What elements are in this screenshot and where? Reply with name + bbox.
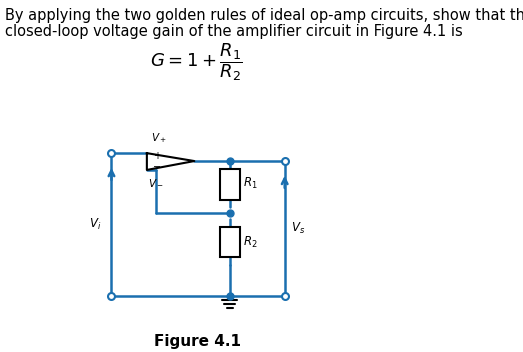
Bar [220,227,240,257]
Bar [220,169,240,200]
Polygon shape [147,153,195,170]
Text: $V_+$: $V_+$ [151,131,166,145]
Text: By applying the two golden rules of ideal op-amp circuits, show that the: By applying the two golden rules of idea… [5,8,523,23]
Text: $R_2$: $R_2$ [243,234,257,250]
Text: Figure 4.1: Figure 4.1 [154,334,241,349]
Text: $V_-$: $V_-$ [149,178,164,188]
Text: +: + [153,151,161,161]
Text: $V_s$: $V_s$ [291,221,305,236]
Text: $R_1$: $R_1$ [243,176,257,191]
Text: $\mathit{G} = 1 + \dfrac{R_1}{R_2}$: $\mathit{G} = 1 + \dfrac{R_1}{R_2}$ [150,42,243,83]
Text: closed-loop voltage gain of the amplifier circuit in Figure 4.1 is: closed-loop voltage gain of the amplifie… [5,24,463,39]
Text: $V_i$: $V_i$ [89,217,101,232]
Text: −: − [153,162,161,172]
